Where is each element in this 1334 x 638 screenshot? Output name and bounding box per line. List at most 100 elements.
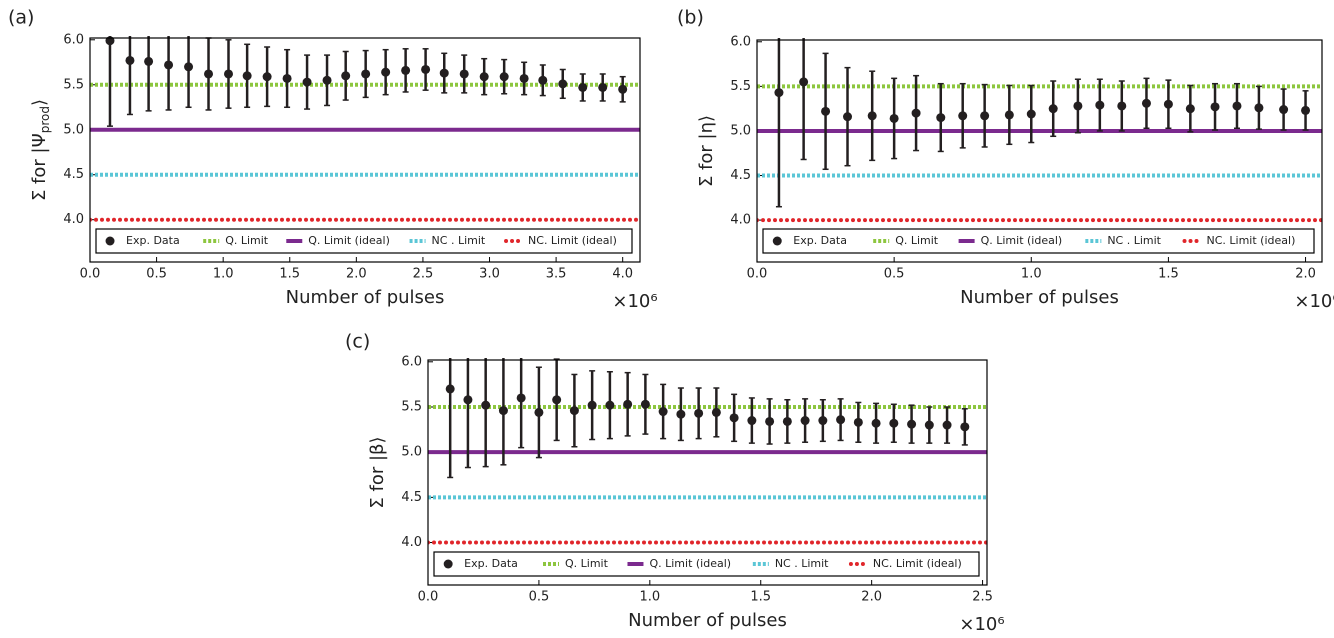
legend-label: NC. Limit (ideal) bbox=[873, 557, 962, 570]
data-point bbox=[867, 111, 877, 121]
plot-area bbox=[428, 358, 987, 545]
legend-label: NC. Limit (ideal) bbox=[528, 234, 617, 247]
y-tick-label: 4.5 bbox=[730, 168, 751, 183]
data-point bbox=[463, 395, 473, 405]
data-point bbox=[184, 62, 194, 72]
plot-area bbox=[757, 38, 1322, 223]
legend-marker bbox=[772, 236, 782, 246]
x-tick-label: 1.5 bbox=[1158, 267, 1179, 282]
data-point bbox=[1210, 102, 1220, 112]
legend-label: Q. Limit bbox=[565, 557, 609, 570]
x-tick-label: 2.0 bbox=[346, 267, 367, 282]
legend-label: Q. Limit (ideal) bbox=[308, 234, 390, 247]
y-label-end: ⟩ bbox=[367, 436, 388, 443]
x-tick-label: 0.5 bbox=[529, 590, 550, 605]
data-point bbox=[552, 395, 562, 405]
x-tick-label: 0.5 bbox=[884, 267, 905, 282]
legend-label: Exp. Data bbox=[464, 557, 518, 570]
x-tick-label: 1.0 bbox=[1021, 267, 1042, 282]
data-point bbox=[361, 69, 371, 79]
y-tick-label: 6.0 bbox=[63, 32, 84, 47]
legend-label: NC . Limit bbox=[775, 557, 829, 570]
x-axis-label: Number of pulses bbox=[286, 287, 445, 308]
data-point bbox=[519, 73, 529, 83]
y-tick-label: 4.0 bbox=[401, 535, 422, 550]
x-tick-label: 0.0 bbox=[80, 267, 101, 282]
data-point bbox=[242, 71, 252, 81]
plot-frame bbox=[427, 359, 988, 586]
data-point bbox=[911, 108, 921, 118]
data-point bbox=[765, 416, 775, 426]
data-point bbox=[818, 416, 828, 426]
y-tick-label: 5.5 bbox=[63, 77, 84, 92]
legend-label: NC . Limit bbox=[432, 234, 486, 247]
y-label-main: Σ for |η bbox=[696, 122, 717, 187]
panel: (a) 0.0 0.5 1.0 1.5 2.0 2.5 3.0 3.5 4.0 4.0 4.5 5.0 5… bbox=[8, 7, 658, 313]
data-point bbox=[445, 384, 455, 394]
x-tick-label: 2.5 bbox=[972, 590, 993, 605]
panel-label: (c) bbox=[345, 331, 370, 353]
data-point bbox=[774, 88, 784, 98]
data-point bbox=[262, 72, 272, 82]
legend-marker bbox=[105, 236, 115, 246]
data-point bbox=[980, 111, 990, 121]
y-axis-label: Σ for |Ψprod⟩ bbox=[29, 99, 52, 201]
plot-frame bbox=[89, 37, 641, 263]
x-tick-label: 3.0 bbox=[479, 267, 500, 282]
data-point bbox=[598, 82, 608, 92]
data-point bbox=[889, 418, 899, 428]
panel: (b) 0.0 0.5 1.0 1.5 2.0 4.0 4.5 5.0 5.5 6.0 Number … bbox=[677, 7, 1334, 313]
plot-area bbox=[90, 36, 640, 222]
data-point bbox=[623, 399, 633, 409]
legend-label: NC. Limit (ideal) bbox=[1207, 234, 1296, 247]
data-point bbox=[821, 106, 831, 116]
data-point bbox=[1117, 101, 1127, 111]
y-label-end: ⟩ bbox=[696, 115, 717, 122]
data-point bbox=[640, 399, 650, 409]
data-point bbox=[1073, 101, 1083, 111]
data-point bbox=[618, 84, 628, 94]
data-point bbox=[481, 400, 491, 410]
plot-frame bbox=[756, 39, 1323, 263]
panel-label: (b) bbox=[677, 7, 704, 29]
data-point bbox=[1095, 100, 1105, 110]
data-point bbox=[924, 420, 934, 430]
y-tick-label: 5.0 bbox=[401, 445, 422, 460]
data-point bbox=[1004, 110, 1014, 120]
data-point bbox=[853, 417, 863, 427]
data-point bbox=[578, 82, 588, 92]
data-point bbox=[421, 64, 431, 74]
data-point bbox=[381, 67, 391, 77]
data-point bbox=[569, 406, 579, 416]
panel-label: (a) bbox=[8, 7, 34, 29]
data-point bbox=[459, 69, 469, 79]
data-point bbox=[204, 69, 214, 79]
data-point bbox=[782, 416, 792, 426]
legend-label: NC . Limit bbox=[1107, 234, 1161, 247]
data-point bbox=[907, 419, 917, 429]
data-point bbox=[223, 69, 233, 79]
y-tick-label: 5.0 bbox=[63, 122, 84, 137]
data-point bbox=[1279, 105, 1289, 115]
data-point bbox=[538, 75, 548, 85]
legend-marker bbox=[443, 559, 453, 569]
data-point bbox=[439, 68, 449, 78]
data-point bbox=[843, 112, 853, 122]
y-axis-label: Σ for |η⟩ bbox=[696, 115, 717, 187]
y-tick-label: 5.0 bbox=[730, 123, 751, 138]
x-tick-label: 2.5 bbox=[413, 267, 434, 282]
data-point bbox=[498, 406, 508, 416]
data-point bbox=[711, 407, 721, 417]
data-point bbox=[516, 393, 526, 403]
y-label-main: Σ for |Ψ bbox=[29, 133, 50, 201]
data-point bbox=[1232, 101, 1242, 111]
y-tick-label: 4.0 bbox=[63, 212, 84, 227]
data-point bbox=[1254, 103, 1264, 113]
data-point bbox=[558, 79, 568, 89]
data-point bbox=[605, 400, 615, 410]
legend-label: Q. Limit bbox=[225, 234, 269, 247]
y-tick-label: 5.5 bbox=[730, 79, 751, 94]
x-tick-label: 1.0 bbox=[213, 267, 234, 282]
data-point bbox=[499, 72, 509, 82]
